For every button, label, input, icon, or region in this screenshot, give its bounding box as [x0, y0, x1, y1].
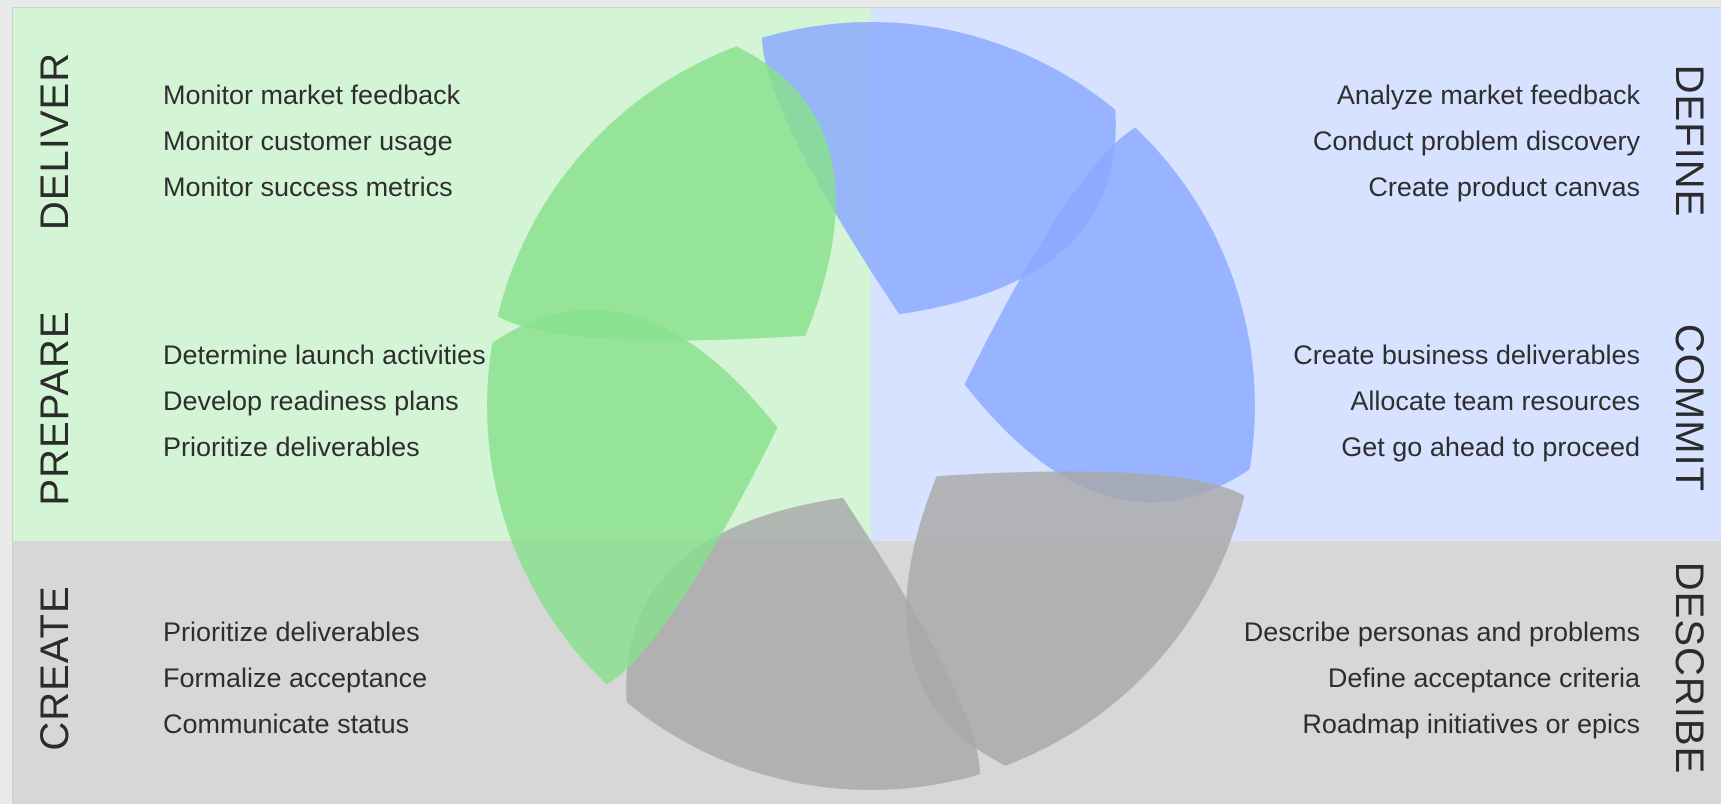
task-list-commit: Create business deliverables Allocate te…: [1293, 332, 1640, 470]
task-item: Formalize acceptance: [163, 663, 428, 693]
aperture-wheel: [487, 21, 1255, 791]
blade-blue-top: [761, 21, 1116, 315]
task-list-describe: Describe personas and problems Define ac…: [1244, 609, 1640, 747]
task-item: Determine launch activities: [163, 340, 486, 370]
phase-label-deliver: DELIVER: [33, 51, 77, 231]
task-item: Monitor success metrics: [163, 172, 453, 202]
task-item: Communicate status: [163, 709, 410, 739]
task-item: Allocate team resources: [1350, 386, 1640, 416]
blade-gray-bottom: [626, 497, 981, 791]
task-item: Create product canvas: [1368, 172, 1640, 202]
blade-gray-right: [906, 471, 1245, 766]
task-item: Monitor market feedback: [163, 80, 461, 110]
task-list-deliver: Monitor market feedback Monitor customer…: [163, 72, 460, 210]
blade-green-bottom: [487, 309, 778, 685]
task-item: Monitor customer usage: [163, 126, 453, 156]
task-item: Roadmap initiatives or epics: [1302, 709, 1640, 739]
phase-label-define: DEFINE: [1667, 64, 1711, 218]
lifecycle-diagram: DELIVER PREPARE CREATE DEFINE COMMIT DES…: [12, 7, 1721, 804]
task-item: Create business deliverables: [1293, 340, 1640, 370]
phase-label-prepare: PREPARE: [33, 310, 77, 506]
phase-label-describe: DESCRIBE: [1667, 561, 1711, 775]
task-list-create: Prioritize deliverables Formalize accept…: [163, 609, 427, 747]
task-list-prepare: Determine launch activities Develop read…: [163, 332, 486, 470]
task-item: Get go ahead to proceed: [1341, 432, 1640, 462]
blade-blue-right: [964, 127, 1255, 503]
task-item: Describe personas and problems: [1243, 617, 1640, 647]
blade-green-left: [497, 46, 836, 341]
phase-label-commit: COMMIT: [1667, 323, 1711, 493]
task-item: Conduct problem discovery: [1312, 126, 1640, 156]
task-item: Analyze market feedback: [1336, 80, 1640, 110]
task-item: Define acceptance criteria: [1327, 663, 1640, 693]
task-item: Develop readiness plans: [163, 386, 459, 416]
task-item: Prioritize deliverables: [163, 617, 420, 647]
task-item: Prioritize deliverables: [163, 432, 420, 462]
phase-label-create: CREATE: [33, 585, 77, 751]
task-list-define: Analyze market feedback Conduct problem …: [1313, 72, 1640, 210]
